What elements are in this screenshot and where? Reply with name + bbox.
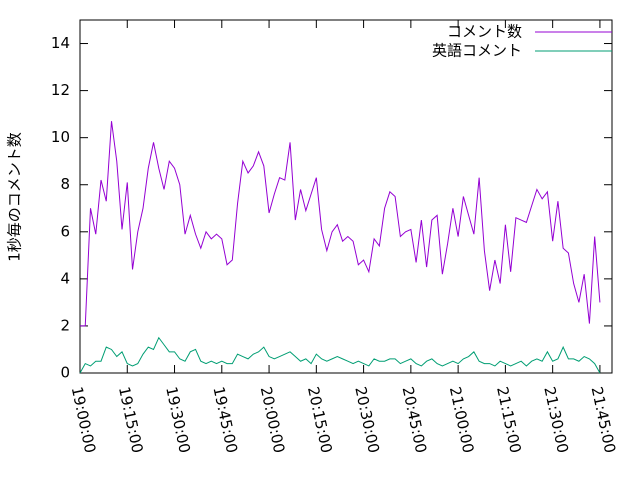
x-tick-label: 21:45:00 (588, 385, 620, 455)
y-axis-label: 1秒毎のコメント数 (6, 132, 24, 262)
y-tick-label: 8 (60, 175, 70, 193)
x-tick-label: 21:30:00 (540, 385, 572, 455)
x-tick-label: 20:15:00 (304, 385, 336, 455)
plot-border (79, 19, 613, 374)
x-tick-label: 19:30:00 (162, 385, 194, 455)
y-tick-label: 14 (51, 34, 70, 52)
x-tick-label: 20:30:00 (351, 385, 383, 455)
x-tick-label: 19:00:00 (68, 385, 100, 455)
x-tick-label: 21:00:00 (446, 385, 478, 455)
y-tick-label: 2 (60, 316, 70, 334)
x-tick-label: 19:15:00 (115, 385, 147, 455)
legend-label: コメント数 (447, 23, 522, 41)
x-tick-label: 20:45:00 (399, 385, 431, 455)
y-tick-label: 6 (60, 222, 70, 240)
x-tick-label: 19:45:00 (209, 385, 241, 455)
legend-label: 英語コメント (432, 42, 522, 60)
x-tick-label: 20:00:00 (257, 385, 289, 455)
y-tick-label: 0 (60, 364, 70, 382)
y-tick-label: 10 (51, 128, 70, 146)
y-tick-label: 12 (51, 81, 70, 99)
series-line (79, 336, 601, 374)
series-line (80, 121, 601, 327)
y-tick-label: 4 (60, 269, 70, 287)
x-tick-label: 21:15:00 (493, 385, 525, 455)
